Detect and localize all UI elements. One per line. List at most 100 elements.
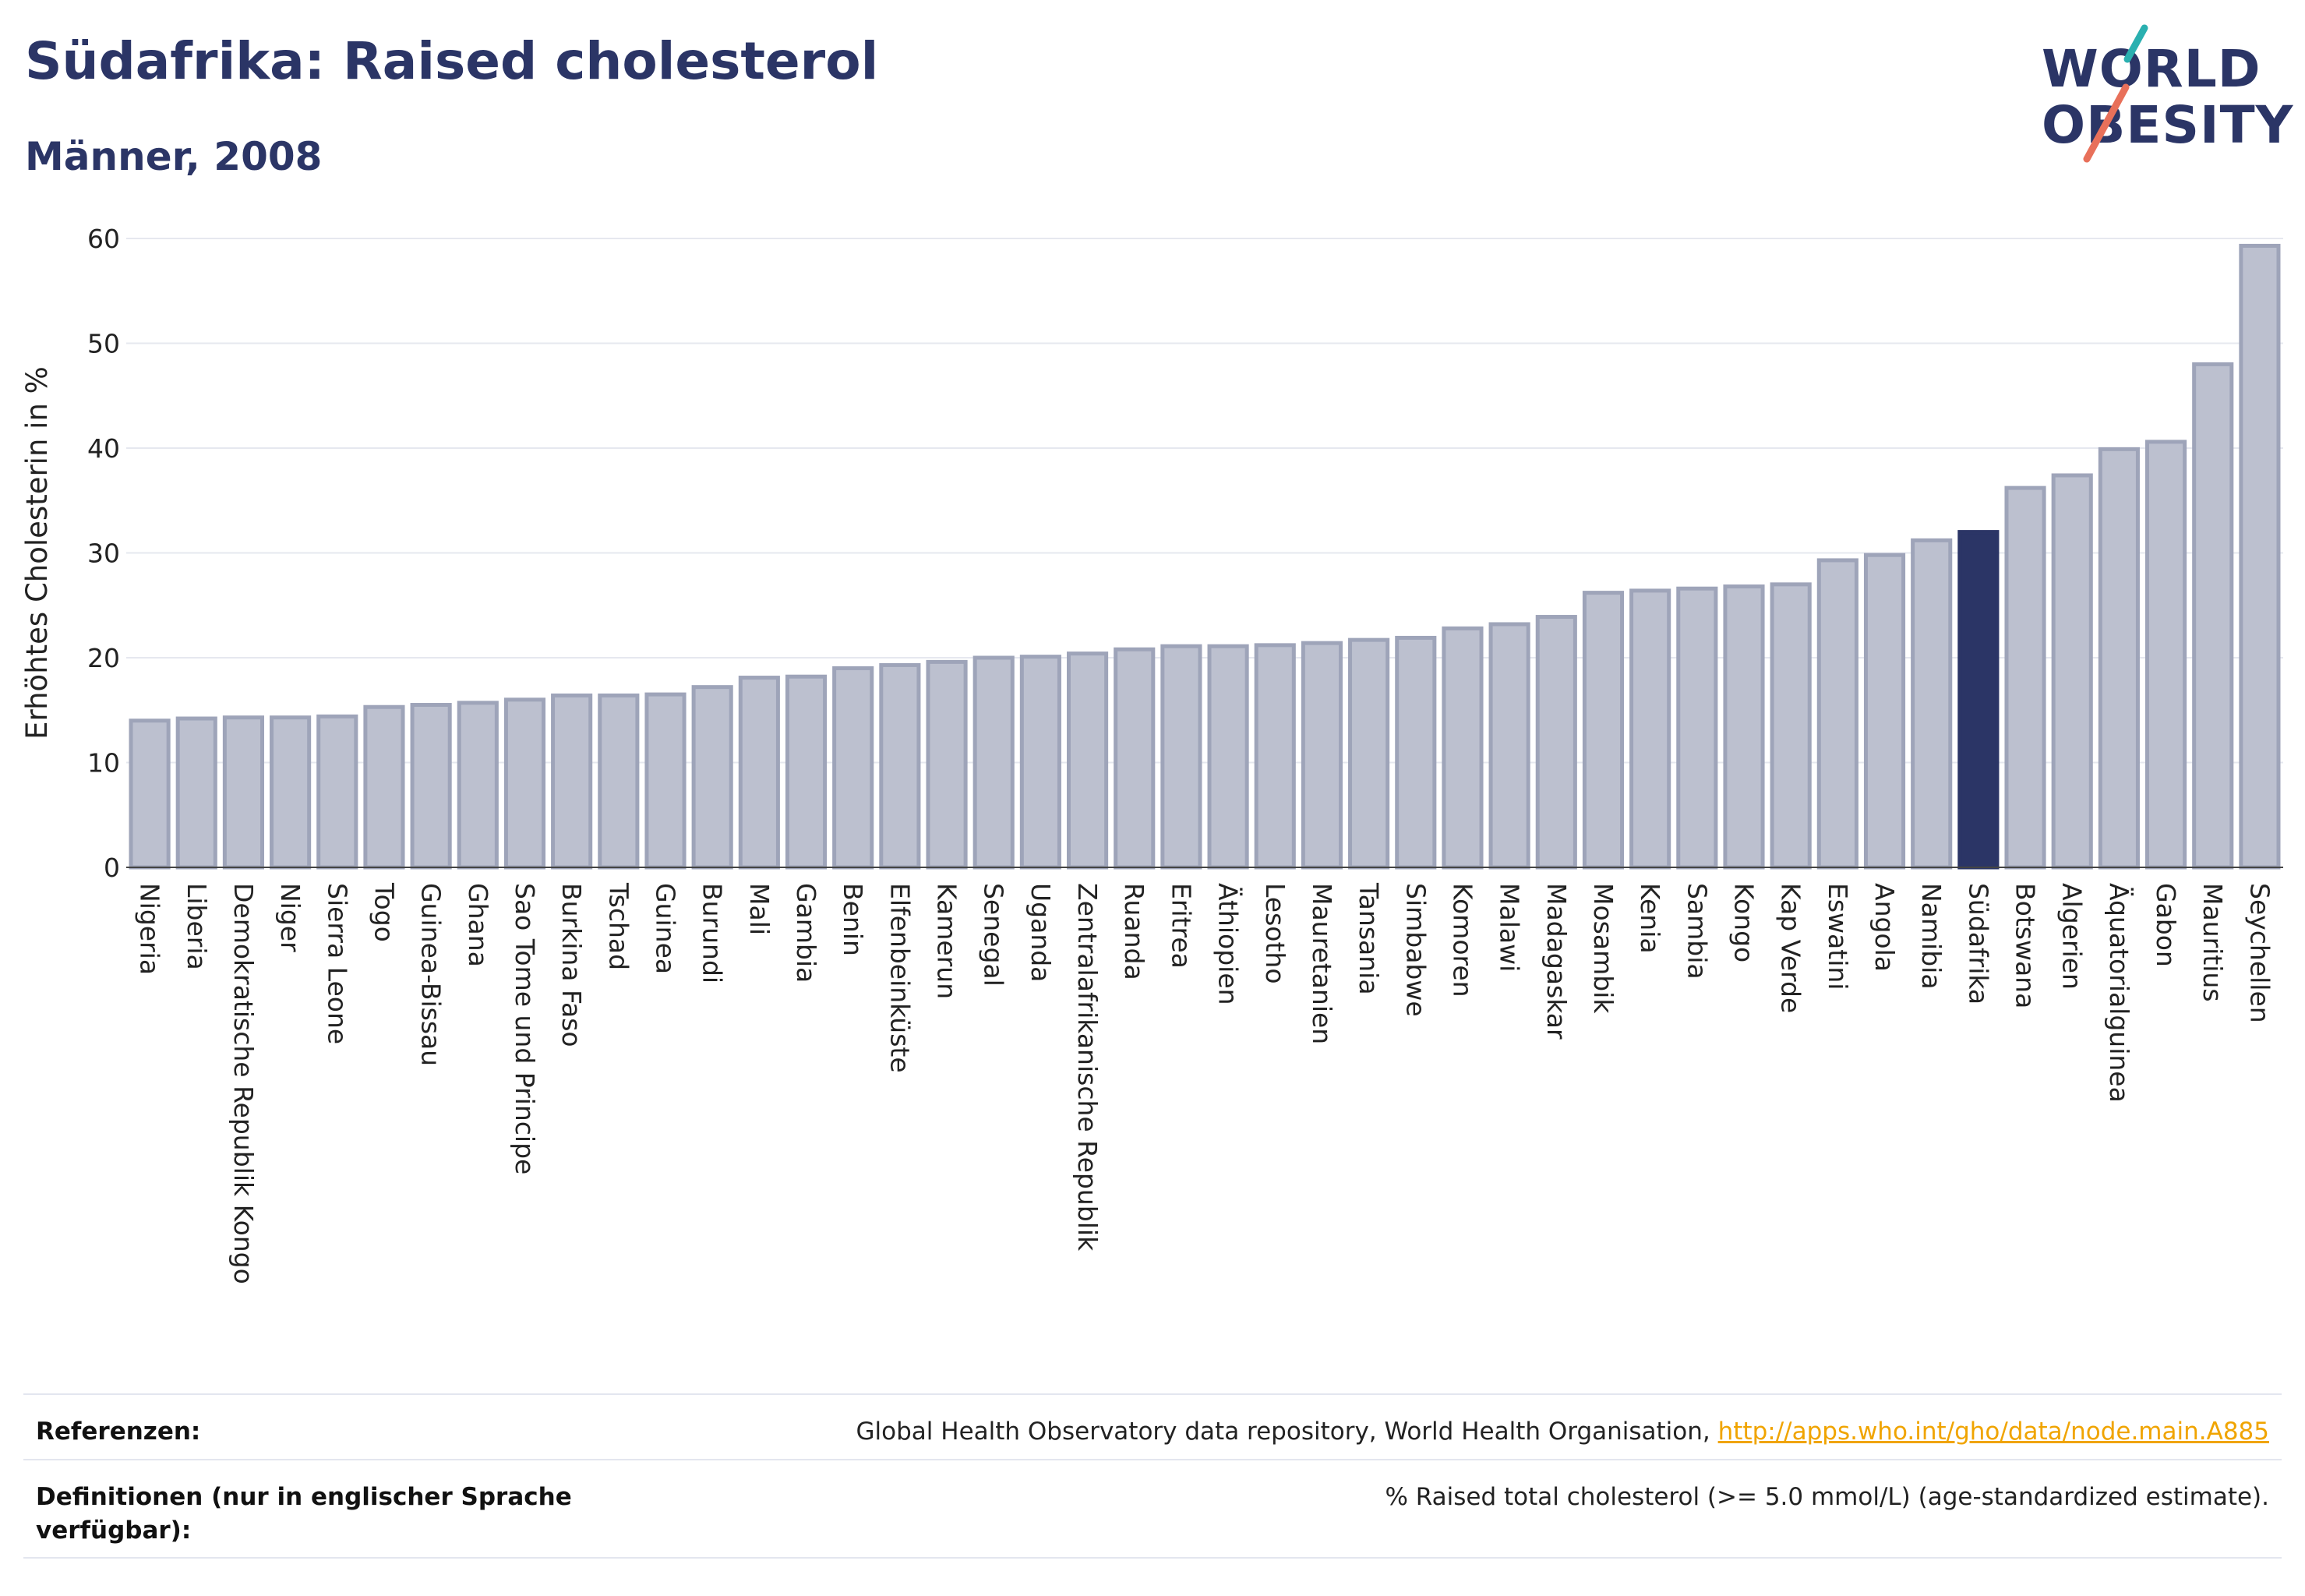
bar-komoren: [1442, 626, 1484, 870]
bar-kenia: [1629, 588, 1671, 870]
y-tick-label: 30: [87, 538, 120, 569]
x-tick-label: Zentralafrikanische Republik: [1072, 883, 1103, 1252]
y-tick-label: 50: [87, 329, 120, 359]
bar-elfenbeinküste: [879, 662, 921, 870]
x-tick-label: Mali: [744, 883, 775, 935]
world-obesity-logo[interactable]: WORLD OBESITY: [2026, 22, 2294, 170]
bar-uganda: [1019, 655, 1061, 870]
bar-ghana: [457, 701, 499, 870]
bar-guinea: [644, 692, 687, 870]
y-tick-label: 40: [87, 433, 120, 464]
x-tick-label: Burundi: [697, 883, 728, 983]
x-tick-label: Seychellen: [2244, 883, 2275, 1023]
x-tick-label: Kongo: [1729, 883, 1760, 962]
x-tick-label: Simbabwe: [1400, 883, 1431, 1017]
x-tick-label: Sao Tome und Principe: [510, 883, 540, 1174]
y-tick-label: 60: [87, 224, 120, 254]
y-axis-ticks: 0 10 20 30 40 50 60: [87, 224, 120, 883]
bar-eritrea: [1160, 644, 1202, 870]
bar-sao-tome-und-principe: [503, 697, 546, 870]
x-tick-label: Äquatorialguinea: [2104, 883, 2134, 1103]
x-tick-label: Senegal: [979, 883, 1009, 987]
x-tick-label: Mosambik: [1588, 883, 1618, 1014]
y-tick-label: 10: [87, 748, 120, 779]
y-axis-label: Erhöhtes Cholesterin in %: [20, 366, 54, 740]
y-tick-label: 0: [104, 853, 120, 883]
references-link[interactable]: http://apps.who.int/gho/data/node.main.A…: [1717, 1418, 2269, 1446]
x-tick-label: Mauretanien: [1307, 883, 1337, 1044]
x-tick-label: Algerien: [2057, 883, 2088, 990]
x-tick-label: Angola: [1869, 883, 1900, 972]
logo-line-2: OBESITY: [2042, 95, 2294, 155]
definitions-row: Definitionen (nur in englischer Sprache …: [23, 1460, 2282, 1559]
bar-simbabwe: [1395, 635, 1437, 870]
x-tick-label: Burkina Faso: [556, 883, 587, 1047]
x-tick-label: Sambia: [1682, 883, 1712, 980]
references-label: Referenzen:: [36, 1418, 201, 1446]
x-tick-label: Demokratische Republik Kongo: [228, 883, 259, 1284]
bar-gabon: [2144, 440, 2187, 870]
bar-sierra-leone: [316, 714, 358, 870]
x-tick-label: Benin: [838, 883, 868, 956]
bar-äquatorialguinea: [2098, 447, 2140, 870]
logo-line-1: WORLD: [2042, 39, 2261, 99]
bar-lesotho: [1254, 643, 1296, 870]
bar-angola: [1863, 553, 1906, 870]
x-tick-label: Gambia: [791, 883, 821, 983]
bar-tansania: [1348, 637, 1390, 870]
bar-guinea-bissau: [410, 703, 452, 870]
bar-mauritius: [2192, 362, 2234, 870]
x-tick-label: Komoren: [1447, 883, 1477, 998]
definitions-label: Definitionen (nur in englischer Sprache …: [36, 1483, 572, 1545]
bar-seychellen: [2239, 243, 2281, 870]
x-tick-label: Sierra Leone: [322, 883, 352, 1044]
bar-tschad: [598, 693, 640, 870]
bar-botswana: [2004, 486, 2046, 870]
x-tick-label: Nigeria: [135, 883, 165, 975]
bar-äthiopien: [1207, 644, 1249, 870]
x-tick-label: Namibia: [1916, 883, 1947, 990]
x-tick-label: Madagaskar: [1541, 883, 1572, 1040]
bar-senegal: [972, 655, 1015, 870]
x-tick-label: Eritrea: [1166, 883, 1196, 969]
logo-slash-icon: [2083, 24, 2148, 163]
x-tick-label: Ghana: [463, 883, 493, 967]
x-tick-label: Guinea: [651, 883, 681, 974]
bar-eswatini: [1816, 558, 1858, 870]
bar-mali: [738, 676, 780, 870]
page-title: Südafrika: Raised cholesterol: [25, 31, 879, 91]
x-tick-label: Kenia: [1635, 883, 1665, 954]
bar-demokratische-republik-kongo: [222, 715, 265, 870]
y-tick-label: 20: [87, 643, 120, 673]
x-tick-label: Tansania: [1354, 882, 1384, 995]
bar-algerien: [2051, 473, 2093, 870]
bar-kap-verde: [1770, 582, 1812, 870]
references-row: Referenzen: Global Health Observatory da…: [23, 1395, 2282, 1460]
x-tick-label: Guinea-Bissau: [416, 883, 447, 1066]
bar-zentralafrikanische-republik: [1066, 651, 1109, 870]
bar-sambia: [1676, 586, 1718, 870]
x-tick-label: Togo: [369, 882, 399, 942]
page-subtitle: Männer, 2008: [25, 134, 323, 179]
bars: [129, 243, 2281, 870]
bar-benin: [832, 666, 874, 870]
bar-malawi: [1488, 622, 1530, 870]
x-tick-label: Kamerun: [932, 883, 962, 999]
bar-ruanda: [1114, 647, 1156, 870]
bar-nigeria: [129, 719, 171, 870]
x-tick-label: Gabon: [2151, 883, 2181, 967]
definitions-value: % Raised total cholesterol (>= 5.0 mmol/…: [1385, 1483, 2269, 1511]
bar-liberia: [175, 716, 217, 870]
bar-togo: [363, 704, 405, 870]
references-text: Global Health Observatory data repositor…: [856, 1418, 1718, 1446]
bar-madagaskar: [1535, 615, 1577, 870]
x-tick-label: Eswatini: [1823, 883, 1853, 990]
x-tick-label: Ruanda: [1119, 883, 1149, 980]
bar-burundi: [691, 685, 733, 870]
x-tick-label: Kap Verde: [1776, 883, 1806, 1013]
x-tick-label: Malawi: [1495, 883, 1525, 972]
bar-niger: [270, 715, 312, 870]
x-tick-label: Niger: [275, 883, 305, 952]
x-tick-label: Mauritius: [2197, 883, 2228, 1002]
